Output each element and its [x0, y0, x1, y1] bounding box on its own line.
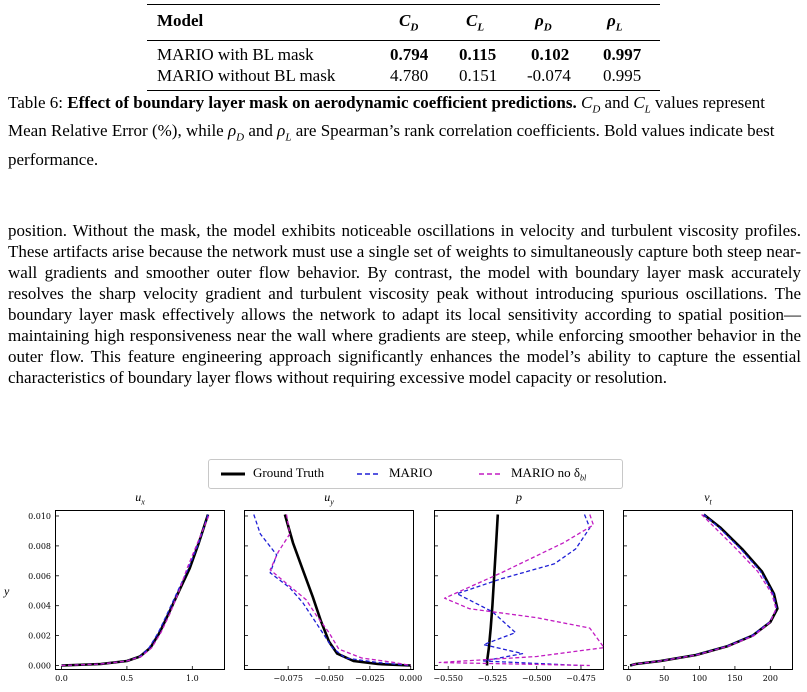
x-tick-labels: −0.550 −0.525 −0.500 −0.475 — [433, 674, 596, 683]
series-line-gt — [629, 513, 779, 667]
table-row-1-model: MARIO with BL mask — [157, 45, 314, 64]
legend-label-mario-no: MARIO no δbl — [511, 465, 587, 483]
x-tick-labels: −0.075 −0.050 −0.025 0.000 — [273, 674, 422, 683]
series-line-mario-no — [61, 514, 210, 667]
x-tick-label: 0.0 — [55, 674, 68, 683]
plot-frame — [244, 510, 414, 670]
plot-frame — [434, 510, 604, 670]
subplot-title-nut: νt — [704, 490, 712, 507]
legend-label-mario: MARIO — [389, 465, 433, 480]
y-tick-label: 0.004 — [28, 602, 51, 611]
table-header-rhod: ρD — [535, 11, 552, 34]
x-tick-label: 1.0 — [186, 674, 199, 683]
x-tick-label: −0.025 — [355, 674, 385, 683]
x-tick-label: −0.500 — [522, 674, 552, 683]
plot-frame — [55, 510, 225, 670]
subplot-title-ux: ux — [135, 490, 145, 507]
y-tick-label: 0.000 — [28, 662, 51, 670]
x-tick-label: 200 — [763, 674, 778, 683]
caption-label: Table 6: — [8, 93, 63, 112]
series-line-mario-no — [629, 514, 777, 667]
y-tick-labels: 0.000 0.002 0.004 0.006 0.008 0.010 — [28, 512, 51, 670]
subplot-title-p: p — [516, 490, 522, 504]
y-tick-label: 0.002 — [28, 632, 51, 641]
caption-rhol: ρL — [277, 121, 292, 144]
y-tick-label: 0.010 — [28, 512, 51, 521]
caption-cl: CL — [633, 93, 651, 116]
series-line-gt — [283, 514, 411, 667]
subplot-p — [434, 510, 604, 670]
caption-and-2: and — [248, 121, 273, 141]
table-header-model: Model — [157, 11, 204, 30]
x-tick-label: −0.525 — [478, 674, 508, 683]
plot-frame — [623, 510, 793, 670]
subplot-uy — [244, 510, 414, 670]
table-row-1-rhod: 0.102 — [531, 45, 570, 64]
x-tick-label: 0.5 — [121, 674, 134, 683]
subplot-title-uy: uy — [324, 490, 334, 507]
table-row-1-cl: 0.115 — [459, 45, 497, 64]
legend-label-gt: Ground Truth — [253, 465, 325, 480]
caption-text-3: are Spearman’s rank correlation coeffici… — [8, 121, 775, 169]
x-tick-label: 0.000 — [399, 674, 422, 683]
x-tick-label: 0 — [626, 674, 631, 683]
x-tick-labels: 0 50 100 150 200 — [626, 674, 778, 683]
table-row-2-model: MARIO without BL mask — [157, 66, 336, 85]
series-line-gt — [485, 514, 500, 666]
series-line-mario — [253, 514, 411, 667]
legend-swatches — [221, 472, 503, 476]
table-top-rule — [147, 4, 660, 5]
body-paragraph: position. Without the mask, the model ex… — [8, 221, 801, 387]
table-row-2-rhod: -0.074 — [527, 66, 571, 85]
table-row-2-rhol: 0.995 — [603, 66, 642, 85]
series-line-mario — [456, 514, 591, 667]
table-row-2-cd: 4.780 — [390, 66, 429, 85]
table-mid-rule — [147, 40, 660, 41]
x-tick-label: 50 — [659, 674, 669, 683]
y-tick-label: 0.008 — [28, 542, 51, 551]
caption-text-2: values represent Mean Relative Error (%)… — [8, 93, 766, 141]
subplot-nut — [623, 510, 793, 670]
x-tick-label: −0.075 — [273, 674, 303, 683]
x-tick-label: 100 — [692, 674, 707, 683]
caption-cd: CD — [580, 93, 601, 116]
table-row-1-rhol: 0.997 — [603, 45, 642, 64]
x-tick-labels: 0.0 0.5 1.0 — [55, 674, 199, 683]
caption-rhod: ρD — [227, 121, 245, 144]
series-line-mario-no — [438, 514, 604, 667]
table-bottom-rule — [147, 90, 660, 91]
series-line-mario-no — [269, 514, 411, 667]
series-line-mario — [61, 514, 209, 667]
y-axis-label: y — [4, 584, 10, 598]
series-line-mario — [629, 514, 778, 667]
table-caption: Table 6: Effect of boundary layer mask o… — [8, 92, 800, 170]
x-tick-label: −0.050 — [314, 674, 344, 683]
x-tick-label: −0.550 — [433, 674, 463, 683]
table-header-cd: CD — [399, 11, 419, 34]
series-line-gt — [61, 514, 210, 667]
table-row-1-cd: 0.794 — [390, 45, 429, 64]
table-header-rhol: ρL — [607, 11, 623, 34]
figure-legend: Ground Truth MARIO MARIO no δbl — [208, 459, 623, 489]
subplot-ux — [55, 510, 225, 670]
caption-title: Effect of boundary layer mask on aerodyn… — [67, 93, 577, 112]
table-row-2-cl: 0.151 — [459, 66, 498, 85]
table-header-cl: CL — [466, 11, 485, 34]
x-tick-label: −0.475 — [566, 674, 596, 683]
y-tick-label: 0.006 — [28, 572, 51, 581]
x-tick-label: 150 — [727, 674, 742, 683]
caption-and: and — [604, 93, 630, 112]
